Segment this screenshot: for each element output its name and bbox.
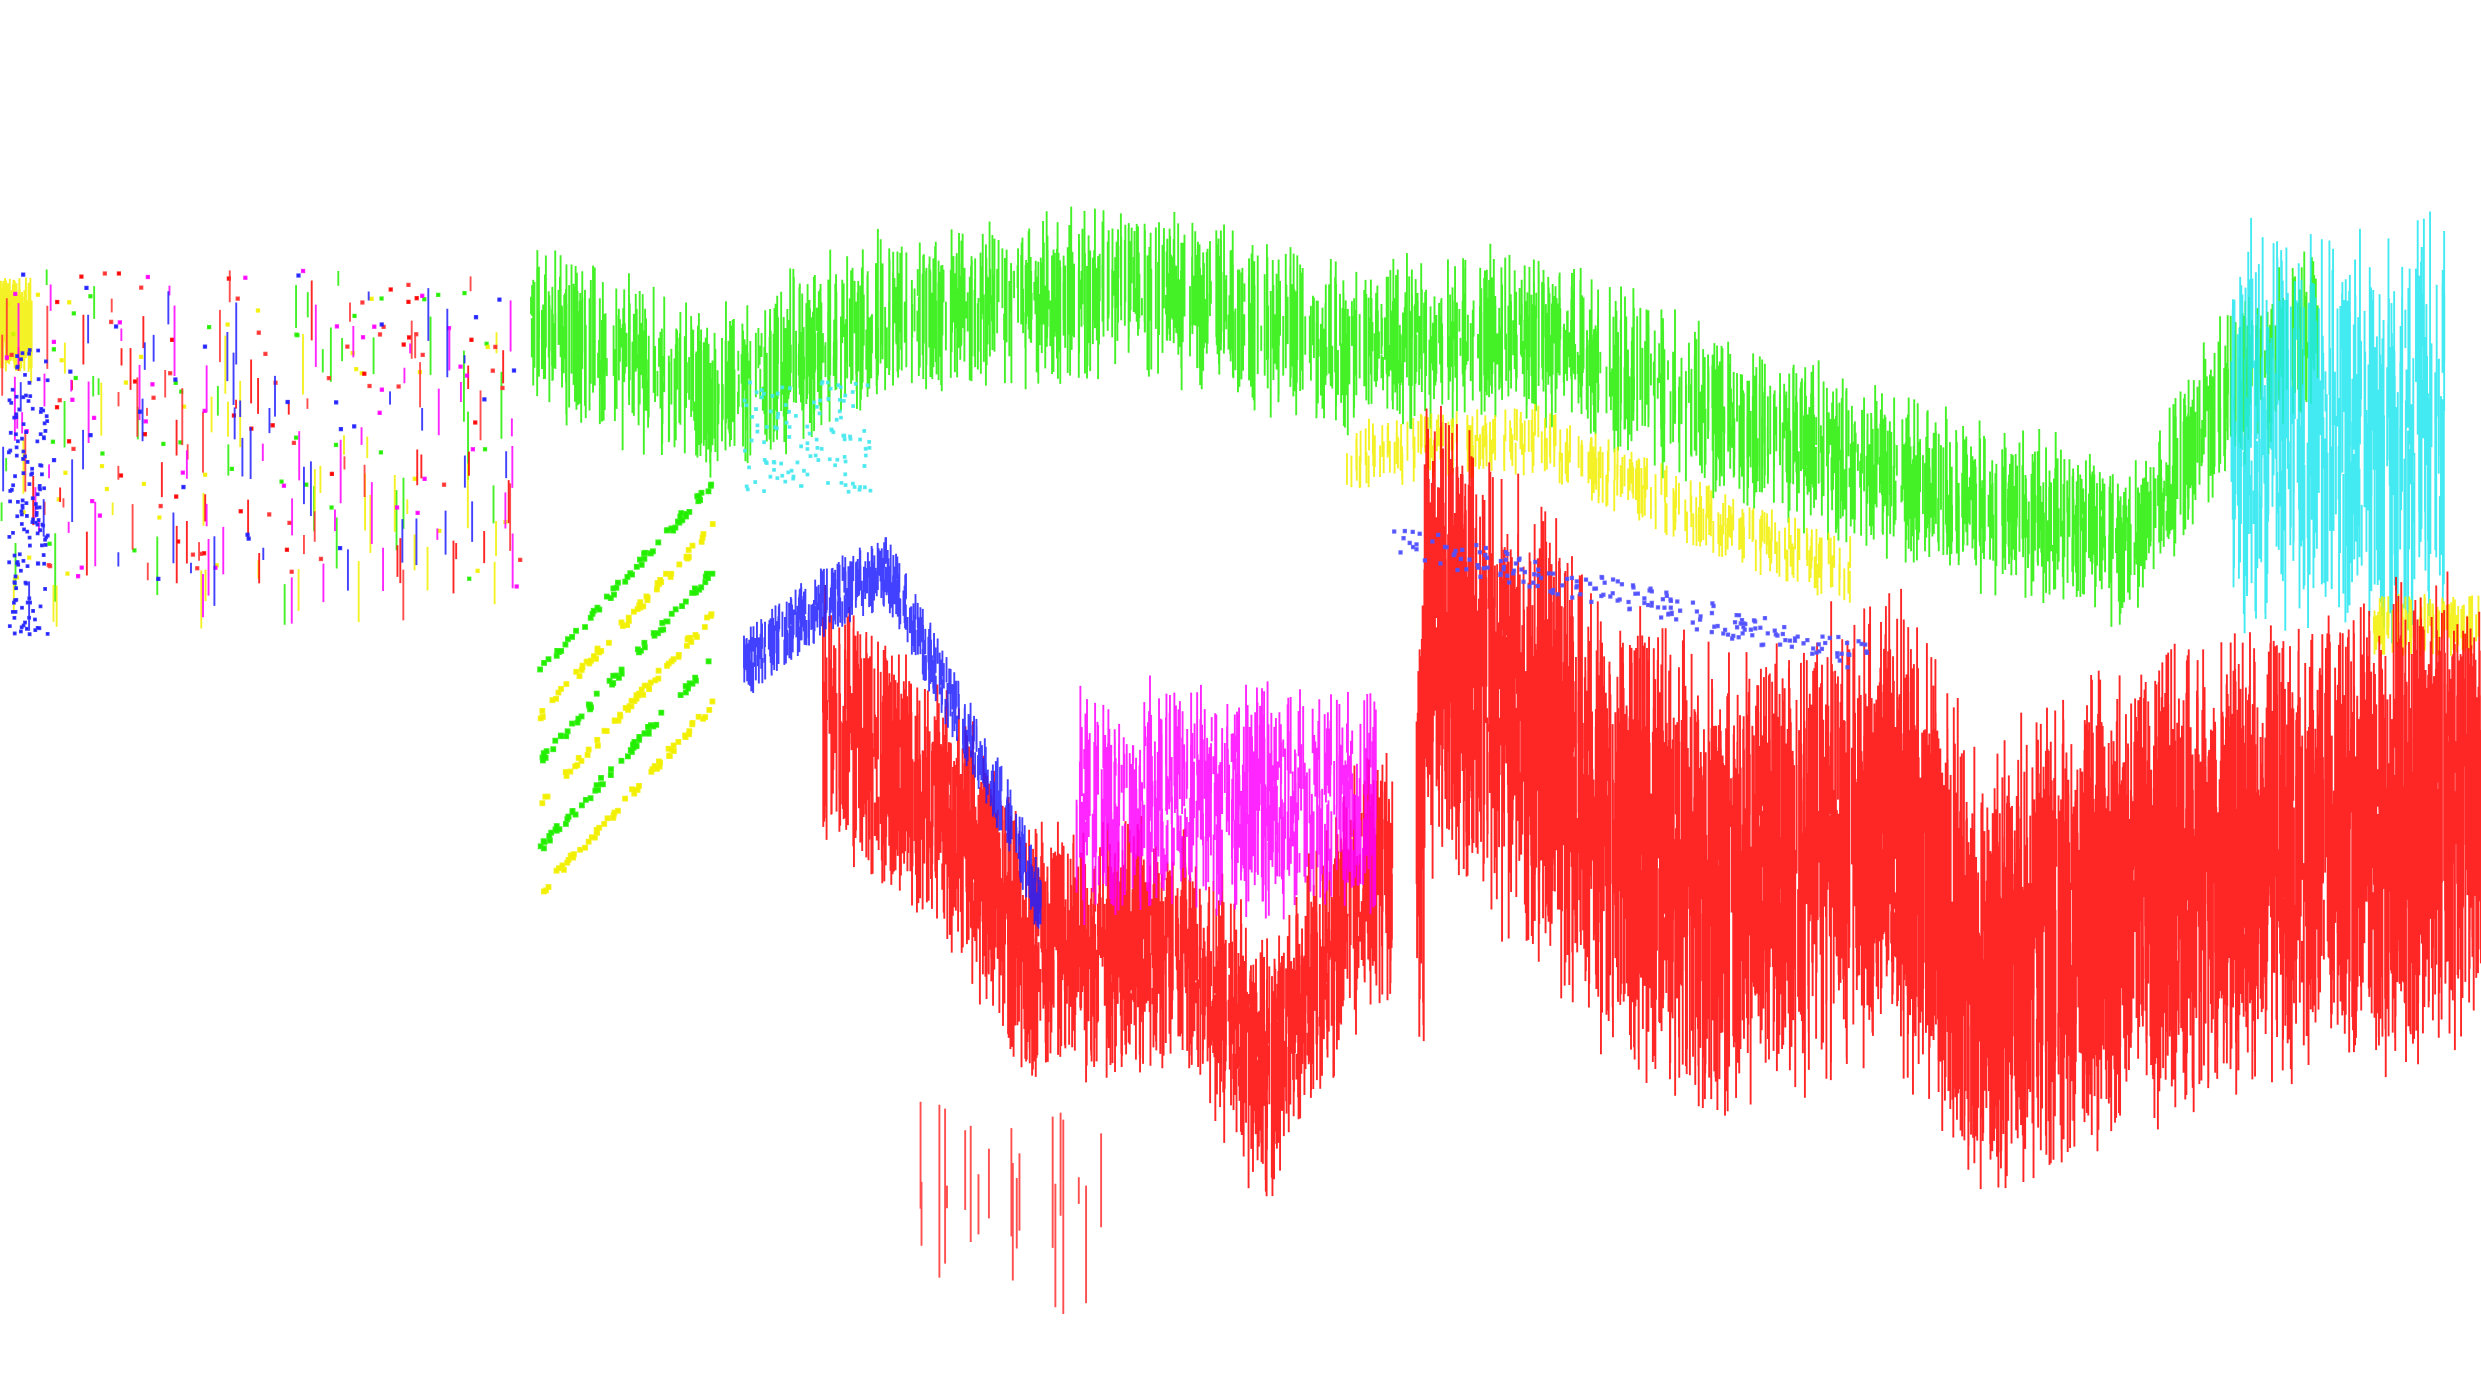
point-cloud [4, 268, 1377, 926]
point-cloud [17, 271, 2481, 1197]
point-cloud [2230, 211, 2446, 644]
point-cloud [2, 272, 1042, 929]
point-cloud [1, 270, 1103, 1315]
point-cloud [742, 380, 873, 494]
point-cloud [1392, 528, 1869, 670]
